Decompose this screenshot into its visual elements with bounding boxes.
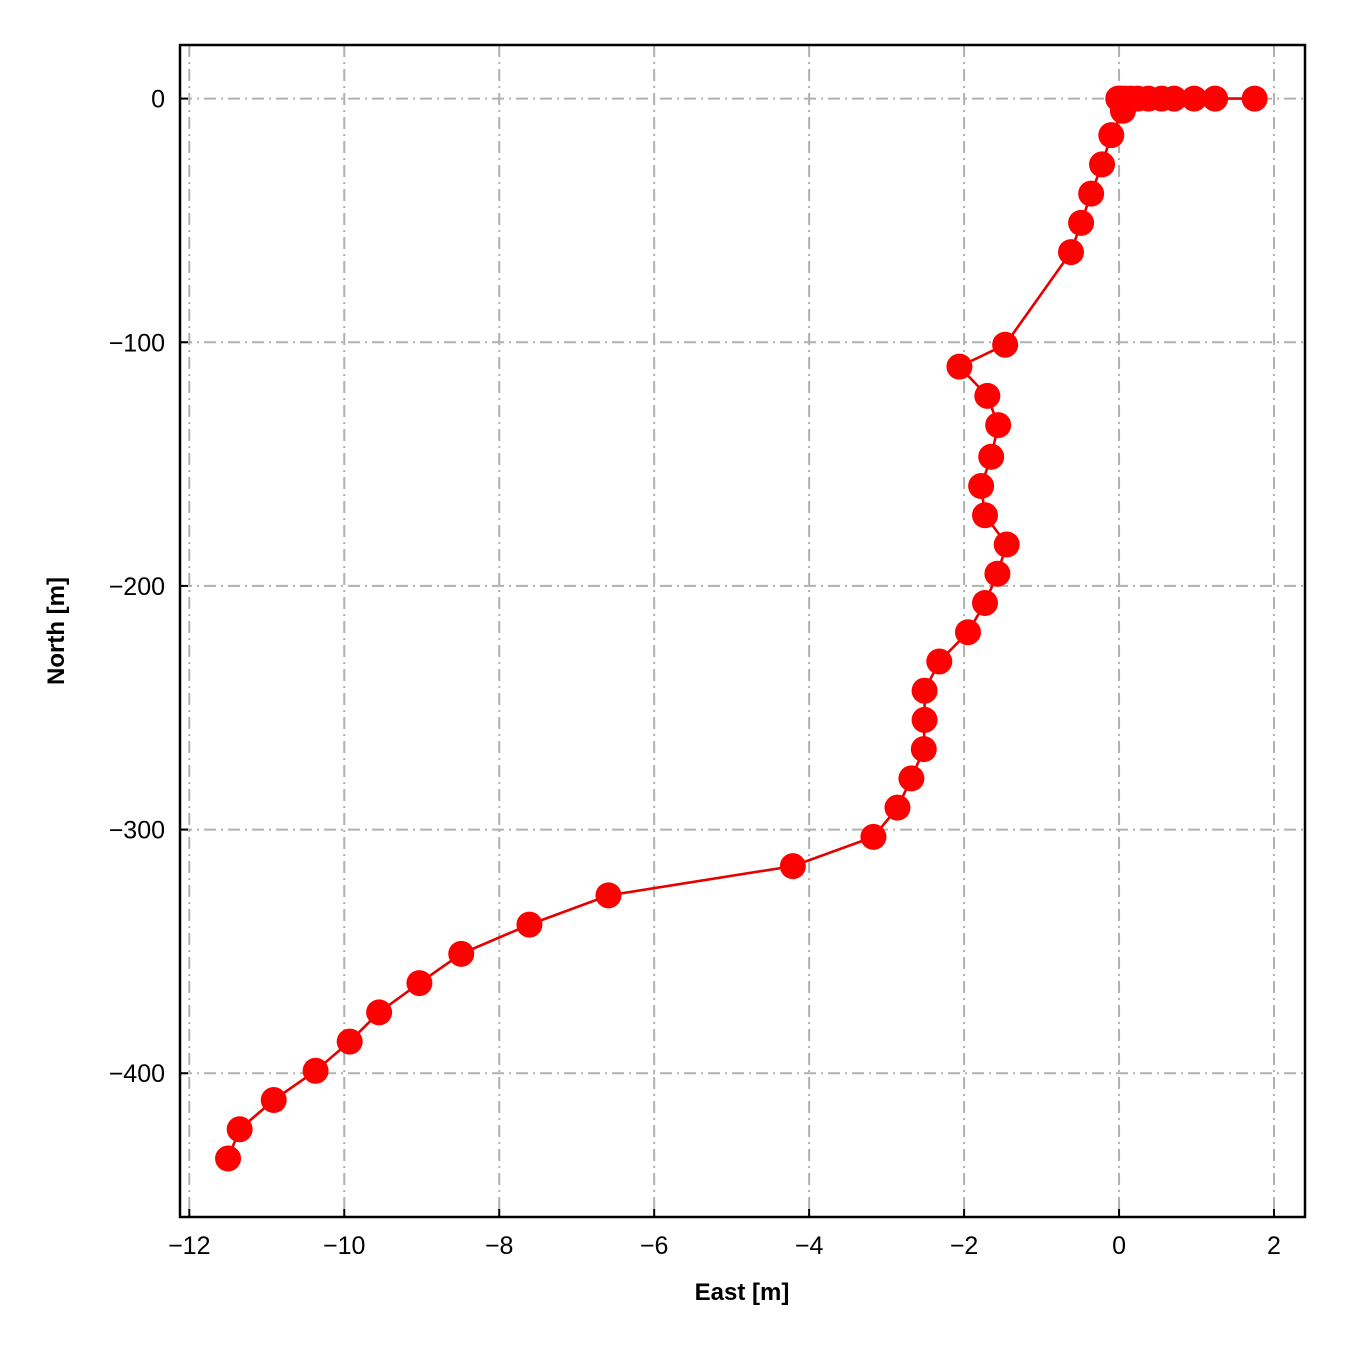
y-tick-label: −300 [109,817,165,845]
data-point [1068,209,1095,236]
data-point [968,473,995,500]
data-point [911,677,938,704]
data-point [779,853,806,880]
grid [180,45,1305,1217]
data-point [910,736,937,763]
data-point [226,1116,253,1143]
data-point [985,412,1012,439]
data-point [516,911,543,938]
x-axis-label: East [m] [695,1279,790,1306]
data-point [926,648,953,675]
data-point [1202,85,1229,112]
data-point [336,1028,363,1055]
data-point [972,589,999,616]
data-point [946,353,973,380]
x-tick-label: −10 [323,1232,365,1260]
data-point [215,1145,242,1172]
axis-ticks: −12 −10 −8 −6 −4 −2 0 2 0 −100 −200 −300 −400 [109,86,1281,1260]
x-tick-label: −8 [485,1232,514,1260]
data-point [302,1057,329,1084]
series-layer [215,85,1268,1172]
data-point [954,619,981,646]
data-point [1181,85,1208,112]
y-axis-label: North [m] [43,577,70,685]
y-tick-label: −100 [109,329,165,357]
data-point [993,531,1020,558]
data-point [972,502,999,529]
data-point [984,560,1011,587]
data-point [978,443,1005,470]
x-tick-label: −12 [168,1232,210,1260]
data-point [974,382,1001,409]
data-point [1089,151,1116,178]
data-point [406,970,433,997]
data-point [1241,85,1268,112]
plot-frame [178,43,1307,1219]
data-point [860,823,887,850]
y-tick-label: −200 [109,573,165,601]
data-point [595,882,622,909]
x-tick-label: −4 [795,1232,824,1260]
x-tick-label: −2 [950,1232,979,1260]
data-point [260,1087,287,1114]
y-tick-label: −400 [109,1060,165,1088]
data-point [366,999,393,1026]
data-point [1078,180,1105,207]
x-tick-label: −6 [640,1232,669,1260]
data-point [1098,122,1125,149]
x-tick-label: 0 [1112,1232,1126,1260]
data-point [911,706,938,733]
data-point [1109,97,1136,124]
y-tick-label: 0 [151,86,165,114]
data-point [992,331,1019,358]
data-point [884,794,911,821]
x-tick-label: 2 [1267,1232,1281,1260]
data-point [448,940,475,967]
data-point [898,765,925,792]
data-point [1058,239,1085,266]
